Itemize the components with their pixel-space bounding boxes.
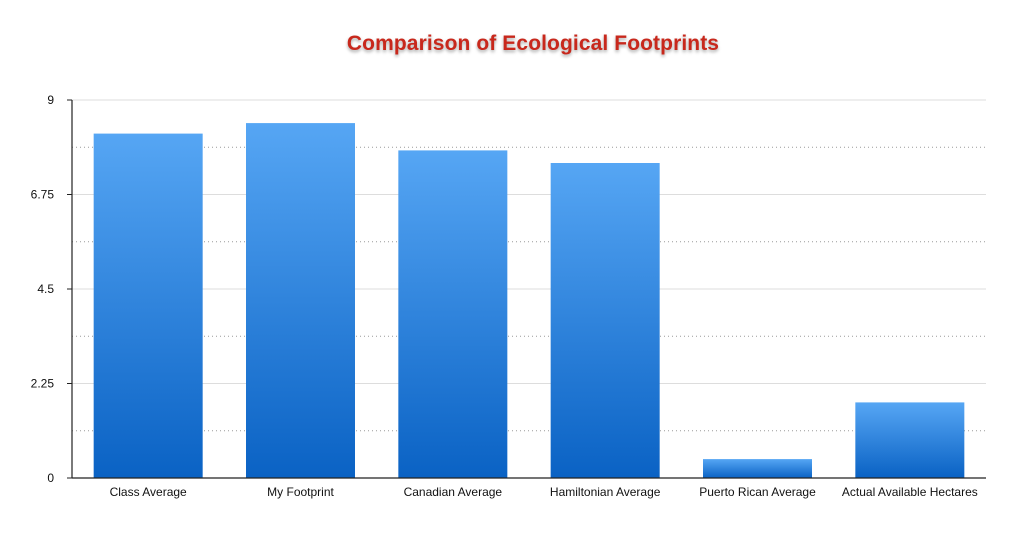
bar bbox=[93, 133, 203, 478]
x-tick-label: Canadian Average bbox=[404, 485, 503, 499]
y-tick-label: 9 bbox=[47, 93, 54, 107]
y-tick-label: 0 bbox=[47, 471, 54, 485]
chart-title: Comparison of Ecological Footprints bbox=[346, 32, 720, 55]
tick-labels: 0 2.25 4.5 6.75 9 Class Average My Footprint Ca… bbox=[31, 93, 978, 499]
bar bbox=[855, 402, 965, 478]
x-tick-label: Puerto Rican Average bbox=[699, 485, 816, 499]
bar bbox=[550, 163, 660, 478]
x-tick-label: My Footprint bbox=[267, 485, 334, 499]
bar bbox=[398, 150, 508, 478]
axes bbox=[67, 99, 986, 479]
y-tick-label: 2.25 bbox=[31, 377, 55, 391]
x-tick-label: Hamiltonian Average bbox=[550, 485, 661, 499]
gridlines bbox=[72, 99, 986, 432]
x-tick-label: Class Average bbox=[110, 485, 187, 499]
y-tick-label: 4.5 bbox=[37, 282, 54, 296]
bars bbox=[93, 123, 965, 478]
bar bbox=[703, 459, 812, 478]
y-tick-label: 6.75 bbox=[31, 188, 55, 202]
bar bbox=[246, 123, 355, 478]
x-tick-label: Actual Available Hectares bbox=[842, 485, 978, 499]
